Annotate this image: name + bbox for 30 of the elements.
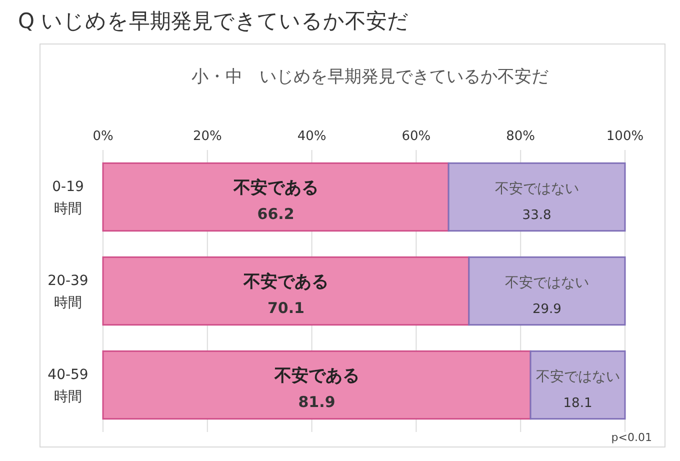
data-label: 18.1 [563, 396, 592, 411]
chart-title: Q いじめを早期発見できているか不安だ [18, 9, 410, 33]
bar [102, 350, 532, 420]
bar [530, 350, 626, 420]
text: 不安ではない [504, 275, 589, 291]
data-label: 66.2 [257, 205, 294, 223]
x-tick-label: 40% [297, 129, 326, 144]
text: 不安である [233, 178, 318, 198]
y-tick-label: 0-19 時間 [52, 179, 84, 217]
x-tick-label: 80% [506, 129, 536, 144]
data-label: 29.9 [532, 302, 562, 317]
x-tick-label: 0% [92, 129, 114, 144]
text: 不安ではない [494, 181, 579, 197]
data-label: 70.1 [267, 299, 304, 317]
x-tick-label: 60% [402, 129, 431, 144]
data-label: 33.8 [522, 208, 552, 223]
y-tick-label: 20-39 時間 [48, 273, 88, 311]
text: 不安である [274, 366, 360, 386]
chart-subtitle: 小・中 いじめを早期発見できているか不安だ [192, 67, 548, 87]
x-tick-label: 20% [192, 129, 222, 144]
series-label: 不安である [242, 272, 328, 292]
data-label: 81.9 [298, 393, 336, 411]
x-tick-label: 100% [606, 129, 644, 144]
series-label: 不安ではない [536, 369, 620, 385]
annotation: p<0.01 [611, 431, 652, 444]
bar [102, 256, 470, 326]
bar [102, 162, 450, 232]
y-tick-label: 40-59 時間 [48, 367, 88, 405]
bar [448, 162, 626, 232]
bar [468, 256, 626, 326]
